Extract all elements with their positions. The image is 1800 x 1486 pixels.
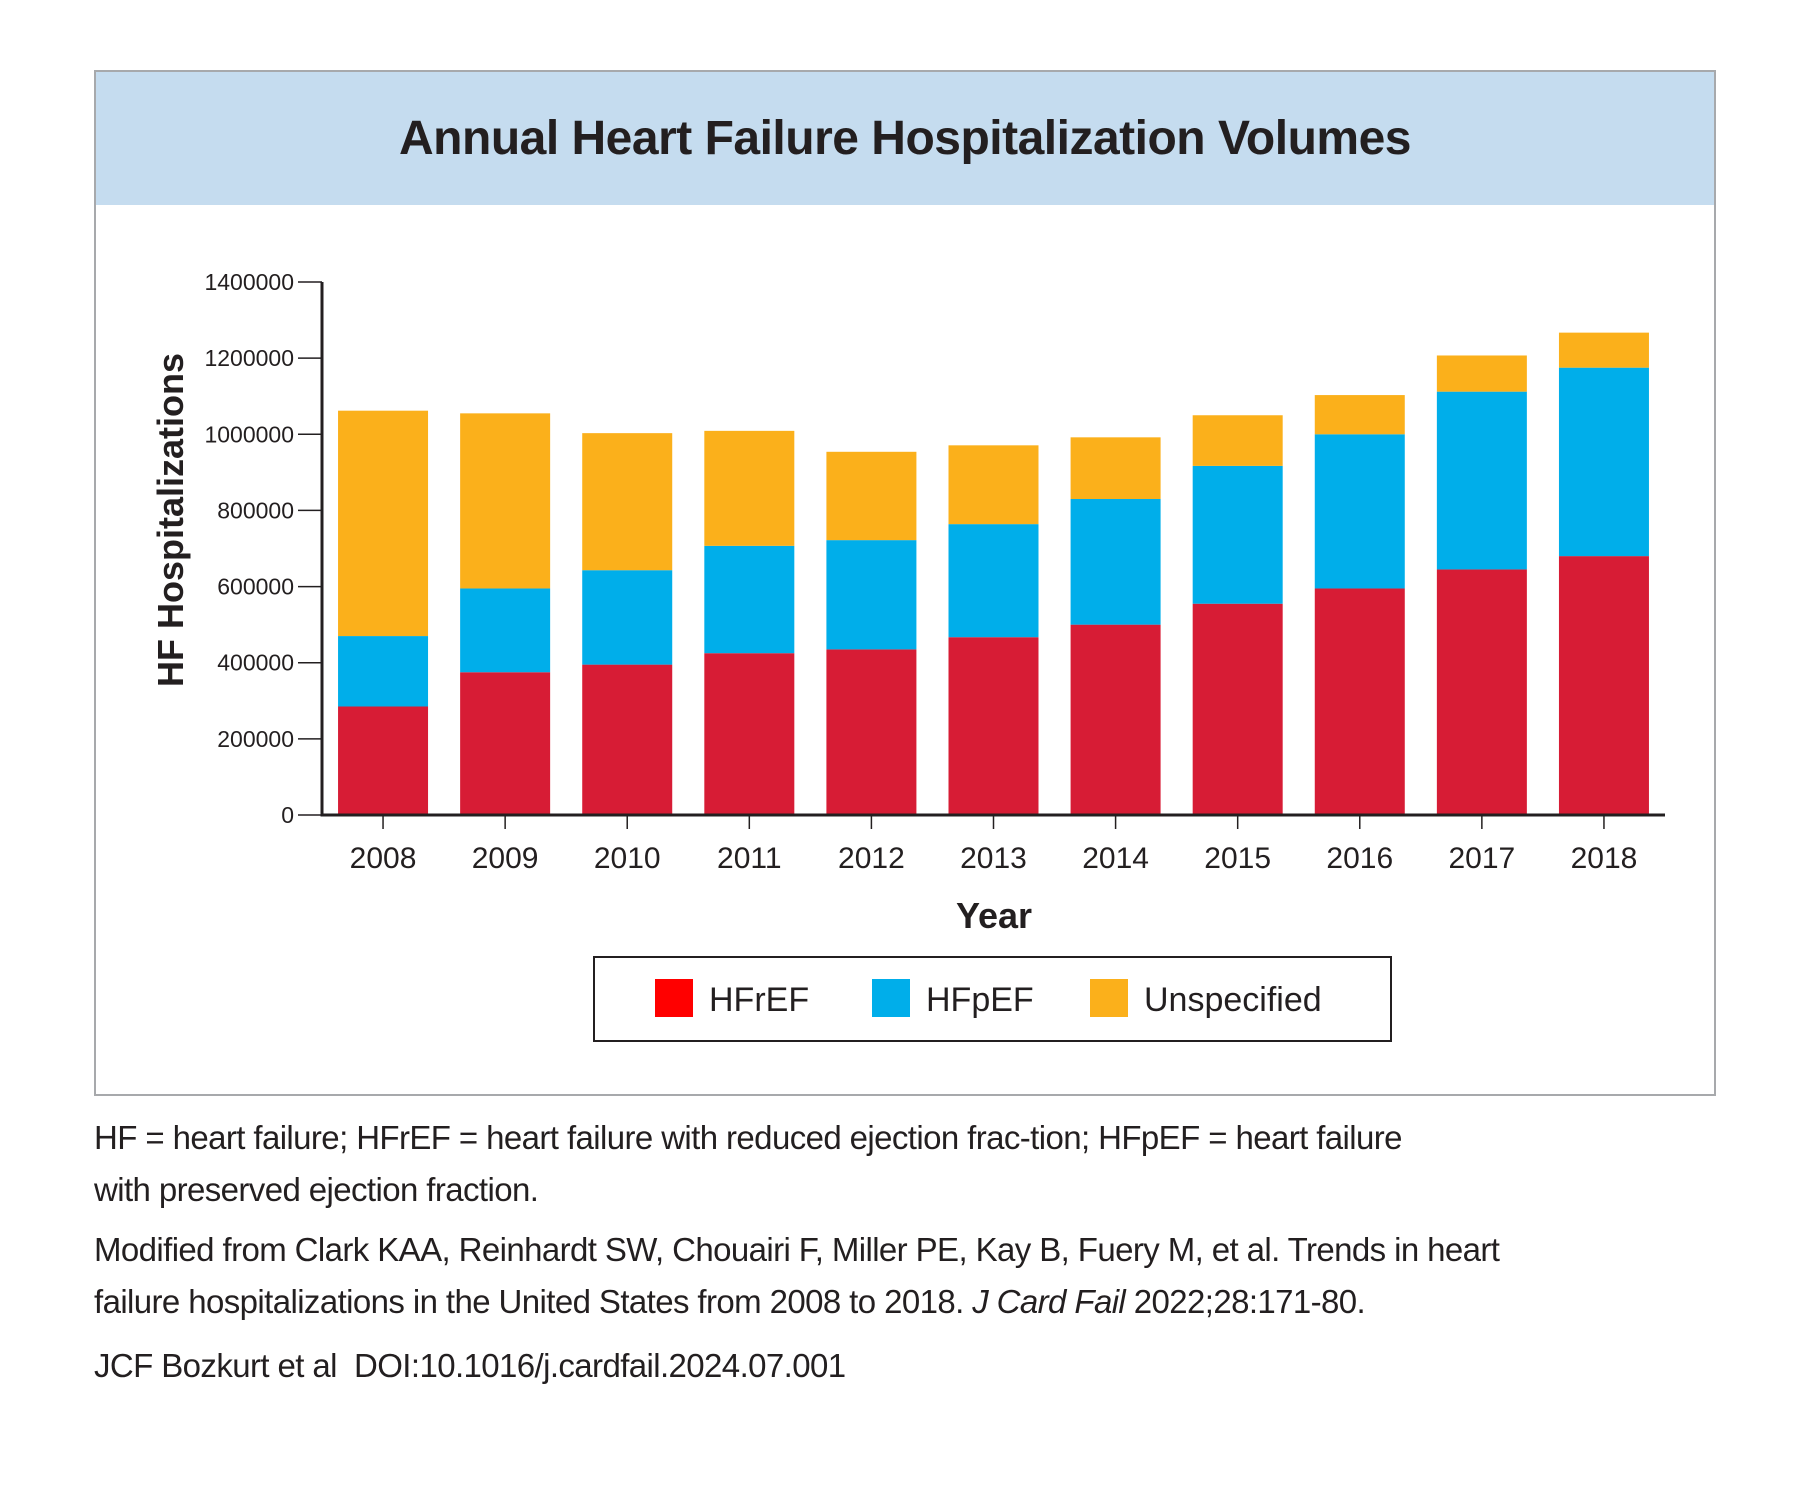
chart-title: Annual Heart Failure Hospitalization Vol…	[399, 112, 1411, 165]
bar-unspecified-2009	[460, 413, 551, 589]
legend-label-hfpef: HFpEF	[926, 981, 1034, 1019]
bar-hfref-2014	[1070, 624, 1161, 815]
x-tick-label: 2008	[350, 842, 417, 875]
x-tick-label: 2012	[838, 842, 905, 875]
bar-hfref-2018	[1558, 556, 1649, 815]
y-tick-label: 1200000	[204, 345, 294, 371]
caption-line-2: with preserved ejection fraction.	[94, 1171, 539, 1208]
x-tick-label: 2010	[594, 842, 661, 875]
caption-abbreviations: HF = heart failure; HFrEF = heart failur…	[94, 1112, 1714, 1216]
y-tick-label: 200000	[217, 726, 294, 752]
bar-unspecified-2018	[1558, 332, 1649, 368]
legend: HFrEF HFpEF Unspecified	[593, 956, 1392, 1042]
legend-swatch-unspecified	[1090, 979, 1128, 1017]
bar-hfref-2011	[704, 653, 795, 815]
x-tick-label: 2013	[960, 842, 1027, 875]
caption-source: Modified from Clark KAA, Reinhardt SW, C…	[94, 1224, 1714, 1328]
x-tick-label: 2015	[1204, 842, 1271, 875]
x-axis-title: Year	[956, 895, 1032, 936]
bar-unspecified-2013	[948, 445, 1039, 525]
bar-hfpef-2016	[1314, 434, 1405, 589]
x-ticks: 2008 2009 2010 2011 2012 2013 2014 2015 2016 2017…	[350, 815, 1638, 875]
bar-hfref-2008	[338, 706, 429, 815]
caption: HF = heart failure; HFrEF = heart failur…	[94, 1112, 1714, 1404]
bar-hfpef-2014	[1070, 499, 1161, 625]
legend-box	[593, 956, 1392, 1042]
legend-label-unspecified: Unspecified	[1144, 981, 1322, 1019]
x-tick-label: 2016	[1326, 842, 1393, 875]
legend-items: HFrEF HFpEF Unspecified	[655, 979, 1322, 1019]
bar-unspecified-2017	[1436, 355, 1527, 392]
legend-swatch-hfref	[655, 979, 693, 1017]
chart: 0 200000 400000 600000 800000 1000000 1200000 1…	[150, 269, 1665, 1042]
bar-hfref-2009	[460, 672, 551, 815]
bar-hfref-2015	[1192, 603, 1283, 815]
bar-hfref-2012	[826, 649, 917, 815]
bar-hfref-2010	[582, 664, 673, 815]
bar-hfpef-2011	[704, 545, 795, 654]
title-band: Annual Heart Failure Hospitalization Vol…	[96, 72, 1714, 205]
caption-reference: 2022;28:171-80.	[1125, 1283, 1366, 1320]
y-tick-label: 400000	[217, 650, 294, 676]
caption-line-4: failure hospitalizations in the United S…	[94, 1283, 973, 1320]
bar-hfpef-2013	[948, 524, 1039, 638]
y-tick-label: 600000	[217, 574, 294, 600]
bar-hfpef-2015	[1192, 465, 1283, 604]
bar-unspecified-2010	[582, 433, 673, 571]
bar-unspecified-2016	[1314, 395, 1405, 435]
bar-unspecified-2012	[826, 451, 917, 541]
bars-layer	[338, 332, 1649, 815]
caption-line-1: HF = heart failure; HFrEF = heart failur…	[94, 1119, 1403, 1156]
caption-line-3: Modified from Clark KAA, Reinhardt SW, C…	[94, 1231, 1500, 1268]
bar-unspecified-2015	[1192, 415, 1283, 466]
bar-hfpef-2010	[582, 570, 673, 665]
y-ticks: 0 200000 400000 600000 800000 1000000 1200000 1…	[204, 269, 322, 828]
x-tick-label: 2018	[1571, 842, 1638, 875]
x-tick-label: 2011	[717, 842, 782, 875]
y-tick-label: 1000000	[204, 421, 294, 447]
legend-swatch-hfpef	[872, 979, 910, 1017]
caption-journal: J Card Fail	[972, 1283, 1126, 1320]
y-tick-label: 800000	[217, 497, 294, 523]
y-tick-label: 1400000	[204, 269, 294, 295]
bar-hfpef-2009	[460, 588, 551, 673]
bar-hfref-2017	[1436, 569, 1527, 815]
x-tick-label: 2017	[1448, 842, 1515, 875]
legend-label-hfref: HFrEF	[709, 981, 809, 1019]
x-tick-label: 2009	[472, 842, 539, 875]
bar-hfpef-2018	[1558, 367, 1649, 557]
bar-hfref-2013	[948, 637, 1039, 815]
bar-hfpef-2008	[338, 636, 429, 707]
bar-hfpef-2017	[1436, 391, 1527, 570]
bar-unspecified-2008	[338, 410, 429, 637]
bar-unspecified-2011	[704, 430, 795, 546]
y-tick-label: 0	[281, 802, 294, 828]
bar-hfpef-2012	[826, 540, 917, 650]
bar-hfref-2016	[1314, 588, 1405, 815]
bar-unspecified-2014	[1070, 437, 1161, 500]
caption-citation: JCF Bozkurt et al DOI:10.1016/j.cardfail…	[94, 1347, 846, 1384]
x-tick-label: 2014	[1082, 842, 1149, 875]
y-axis-title: HF Hospitalizations	[150, 353, 191, 687]
